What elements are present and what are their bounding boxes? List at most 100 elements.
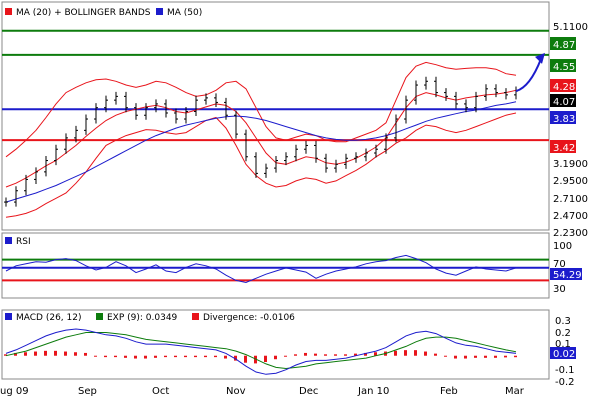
- macd-axis: 0.3 0.2 0.1 0.02 -0.1 -0.2: [550, 316, 576, 388]
- price-axis: 5.1100 4.87 4.55 4.28 4.07 3.83 3.42 3.1…: [550, 22, 588, 239]
- divergence-bar: [334, 354, 337, 356]
- divergence-bar: [514, 355, 517, 358]
- macd-tick--0.2: -0.2: [555, 377, 575, 388]
- divergence-bar: [44, 350, 47, 356]
- divergence-bar: [494, 355, 497, 358]
- divergence-bar: [74, 352, 77, 356]
- divergence-bar: [124, 355, 127, 358]
- arrow-shaft: [515, 58, 542, 93]
- macd-tick-0.3: 0.3: [555, 316, 571, 327]
- rsi-tick-70: 70: [553, 259, 566, 270]
- divergence-bar: [344, 354, 347, 356]
- divergence-bar: [284, 355, 287, 357]
- divergence-bar: [434, 353, 437, 356]
- legend-swatch-rsi: [5, 237, 12, 244]
- rsi-badge-label-54.29: 54.29: [553, 270, 582, 281]
- price-panel: MA (20) + BOLLINGER BANDS MA (50) 5.1100…: [1, 1, 588, 239]
- legend-label-macd: MACD (26, 12): [16, 313, 82, 323]
- divergence-bar: [304, 352, 307, 356]
- price-badge-3.83: [550, 111, 576, 124]
- legend-swatch-ma20-bb: [5, 8, 12, 15]
- projection-arrow: [515, 52, 545, 93]
- divergence-bar: [174, 355, 177, 358]
- divergence-bar: [474, 355, 477, 358]
- divergence-bar: [484, 355, 487, 358]
- legend-swatch-macd: [5, 313, 12, 320]
- divergence-bar: [164, 355, 167, 358]
- divergence-bar: [214, 355, 217, 358]
- legend-label-rsi: RSI: [16, 237, 31, 247]
- macd-lines: [5, 328, 517, 375]
- macd-tick--0.1: -0.1: [555, 365, 575, 376]
- x-tick-feb: Feb: [440, 386, 458, 397]
- price-bars: [4, 76, 518, 207]
- legend-label-ma20-bb: MA (20) + BOLLINGER BANDS: [16, 8, 151, 18]
- arrow-head: [535, 52, 545, 64]
- price-tick-3.19: 3.1900: [553, 159, 588, 170]
- divergence-bar: [324, 354, 327, 356]
- divergence-bar: [154, 355, 157, 358]
- divergence-bar: [274, 355, 277, 360]
- divergence-bar: [364, 352, 367, 356]
- x-tick-oct: Oct: [152, 386, 169, 397]
- divergence-bar: [224, 355, 227, 359]
- price-badge-label-4.55: 4.55: [553, 62, 575, 73]
- divergence-bar: [314, 353, 317, 356]
- x-tick-dec: Dec: [299, 386, 318, 397]
- legend-swatch-ma50: [156, 8, 163, 15]
- divergence-bar: [414, 350, 417, 356]
- divergence-bar: [104, 355, 107, 358]
- divergence-bar: [374, 352, 377, 356]
- divergence-bar: [84, 352, 87, 356]
- divergence-bar: [424, 351, 427, 356]
- divergence-bar: [54, 350, 57, 356]
- price-badge-label-4.07: 4.07: [553, 97, 575, 108]
- price-badge-label-3.42: 3.42: [553, 143, 575, 154]
- macd-panel: MACD (26, 12) EXP (9): 0.0349 Divergence…: [1, 309, 576, 388]
- x-tick-sep: Sep: [78, 386, 97, 397]
- macd-tick-0.1: 0.1: [555, 339, 571, 350]
- x-tick-mar: Mar: [505, 386, 525, 397]
- divergence-bar: [454, 355, 457, 359]
- x-tick-aug: ug 09: [0, 386, 29, 397]
- price-tick-5.11: 5.1100: [553, 22, 588, 33]
- legend-label-exp: EXP (9): 0.0349: [107, 313, 178, 323]
- divergence-bar: [294, 354, 297, 356]
- rsi-tick-100: 100: [553, 241, 572, 252]
- legend-swatch-exp: [96, 313, 103, 320]
- signal-line: [5, 332, 517, 370]
- bb-upper-line: [5, 61, 517, 158]
- rsi-panel: RSI 100 70 54.29 30: [1, 232, 582, 299]
- x-axis: ug 09 Sep Oct Nov Dec Jan 10 Feb Mar: [0, 386, 525, 397]
- ma50-line: [5, 101, 517, 203]
- divergence-bar: [444, 355, 447, 357]
- macd-badge-0.02: [550, 347, 576, 359]
- macd-badge-label-0.02: 0.02: [553, 349, 575, 360]
- bb-lower-line: [5, 112, 517, 218]
- divergence-bar: [354, 353, 357, 356]
- price-badge-4.07: [550, 94, 576, 107]
- divergence-bar: [204, 355, 207, 358]
- divergence-bar: [404, 350, 407, 356]
- bollinger-bands: [5, 61, 517, 218]
- price-level-lines: [2, 29, 549, 142]
- price-badge-label-4.28: 4.28: [553, 82, 575, 93]
- divergence-bar: [234, 355, 237, 361]
- macd-histogram: [4, 350, 517, 364]
- divergence-bar: [464, 355, 467, 359]
- price-badge-4.87: [550, 37, 576, 50]
- rsi-plot-area: [1, 232, 550, 299]
- ma20-line: [5, 89, 517, 188]
- price-badge-label-4.87: 4.87: [553, 40, 575, 51]
- divergence-bar: [264, 355, 267, 363]
- price-badge-4.55: [550, 59, 576, 72]
- divergence-bar: [254, 355, 257, 364]
- rsi-badge-54.29: [550, 268, 582, 280]
- price-tick-2.95: 2.9500: [553, 176, 588, 187]
- macd-line: [5, 328, 517, 375]
- rsi-level-lines: [2, 258, 549, 282]
- divergence-bar: [504, 355, 507, 358]
- price-tick-2.23: 2.2300: [553, 228, 588, 239]
- x-tick-nov: Nov: [226, 386, 246, 397]
